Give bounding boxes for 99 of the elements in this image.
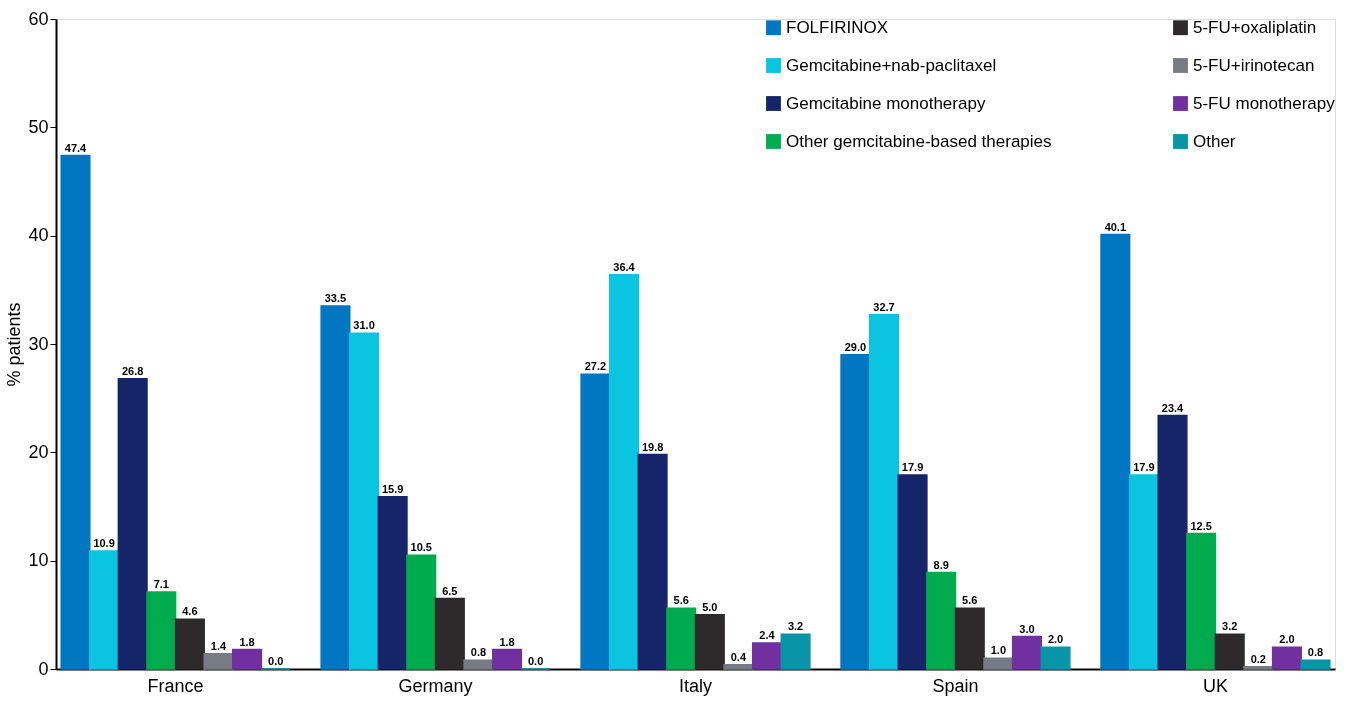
data-label: 47.4 bbox=[64, 141, 88, 154]
x-tick-label: Italy bbox=[678, 675, 713, 696]
data-label: 17.9 bbox=[901, 461, 924, 474]
bar bbox=[491, 648, 523, 670]
legend-label: Other gemcitabine-based therapies bbox=[786, 131, 1052, 151]
data-label: 32.7 bbox=[873, 300, 895, 313]
data-label: 1.8 bbox=[499, 635, 515, 648]
data-label: 3.0 bbox=[1019, 622, 1035, 635]
bar bbox=[637, 453, 668, 670]
bar bbox=[840, 354, 871, 670]
x-tick-label: Spain bbox=[932, 675, 979, 696]
data-label: 31.0 bbox=[353, 319, 375, 332]
legend-label: 5-FU+oxaliplatin bbox=[1193, 17, 1317, 37]
bar bbox=[897, 474, 928, 670]
bar bbox=[1128, 474, 1159, 670]
bar bbox=[1100, 233, 1131, 670]
data-label: 6.5 bbox=[442, 584, 458, 597]
bar bbox=[1300, 659, 1331, 670]
data-label: 0.0 bbox=[268, 655, 284, 667]
bar bbox=[1011, 635, 1042, 670]
bar bbox=[320, 305, 351, 670]
bar bbox=[926, 571, 957, 670]
bar bbox=[349, 332, 380, 670]
data-label: 10.9 bbox=[93, 536, 115, 549]
data-label: 26.8 bbox=[121, 364, 144, 377]
data-label: 1.8 bbox=[239, 635, 255, 648]
bar bbox=[174, 618, 205, 670]
data-label: 0.0 bbox=[527, 655, 544, 667]
bar bbox=[666, 607, 697, 670]
bar bbox=[117, 377, 148, 670]
bar bbox=[377, 496, 408, 670]
bar bbox=[780, 633, 811, 670]
data-label: 5.6 bbox=[673, 594, 689, 607]
x-tick-label: UK bbox=[1202, 675, 1228, 696]
bar bbox=[1157, 414, 1188, 670]
bar bbox=[954, 607, 985, 670]
legend-label: FOLFIRINOX bbox=[786, 17, 889, 37]
bar bbox=[1271, 646, 1302, 670]
bar bbox=[232, 648, 263, 670]
bar bbox=[434, 597, 465, 670]
data-label: 15.9 bbox=[381, 482, 404, 495]
data-label: 23.4 bbox=[1161, 401, 1185, 414]
bar bbox=[1243, 666, 1274, 670]
data-label: 8.9 bbox=[933, 558, 949, 571]
bar bbox=[146, 591, 177, 670]
data-label: 4.6 bbox=[182, 605, 198, 618]
bar bbox=[868, 314, 900, 670]
data-label: 27.2 bbox=[584, 360, 607, 373]
data-label: 33.5 bbox=[324, 292, 347, 305]
data-label: 5.6 bbox=[962, 594, 978, 607]
bar bbox=[608, 273, 640, 670]
data-label: 5.0 bbox=[702, 600, 718, 613]
y-tick-label: 60 bbox=[28, 8, 49, 29]
y-tick-label: 0 bbox=[38, 658, 49, 679]
data-label: 17.9 bbox=[1133, 461, 1155, 474]
data-label: 29.0 bbox=[844, 340, 867, 353]
data-label: 7.1 bbox=[153, 578, 169, 591]
bar bbox=[723, 663, 754, 670]
data-label: 0.4 bbox=[730, 650, 747, 663]
data-label: 2.0 bbox=[1047, 633, 1064, 646]
legend-label: Gemcitabine monotherapy bbox=[786, 93, 986, 113]
bar bbox=[406, 554, 437, 670]
bar bbox=[1214, 633, 1245, 670]
bar bbox=[751, 642, 783, 670]
data-label: 0.8 bbox=[1307, 646, 1324, 659]
bar bbox=[89, 550, 120, 670]
bar bbox=[983, 657, 1014, 670]
y-tick-label: 10 bbox=[28, 550, 49, 571]
y-axis-title: % patients bbox=[4, 302, 25, 387]
bar bbox=[1186, 532, 1217, 670]
data-label: 2.0 bbox=[1279, 633, 1295, 646]
bar bbox=[1040, 646, 1071, 670]
data-label: 1.0 bbox=[990, 644, 1006, 657]
bar bbox=[694, 614, 725, 670]
x-tick-label: Germany bbox=[398, 675, 473, 696]
legend-label: Gemcitabine+nab-paclitaxel bbox=[786, 55, 997, 75]
legend-label: Other bbox=[1193, 131, 1236, 151]
y-tick-label: 40 bbox=[28, 225, 49, 246]
data-label: 40.1 bbox=[1104, 220, 1127, 233]
data-label: 3.2 bbox=[787, 620, 804, 633]
data-label: 36.4 bbox=[613, 260, 636, 273]
data-label: 19.8 bbox=[641, 440, 664, 453]
legend-label: 5-FU monotherapy bbox=[1193, 93, 1336, 113]
bar bbox=[203, 653, 234, 670]
bar bbox=[60, 154, 91, 670]
legend-label: 5-FU+irinotecan bbox=[1193, 55, 1315, 75]
data-label: 2.4 bbox=[759, 629, 776, 641]
data-label: 0.8 bbox=[470, 646, 487, 659]
y-tick-label: 20 bbox=[28, 441, 49, 462]
data-label: 0.2 bbox=[1250, 652, 1266, 665]
y-tick-label: 50 bbox=[28, 116, 49, 137]
data-label: 10.5 bbox=[410, 541, 432, 554]
y-tick-label: 30 bbox=[28, 333, 49, 354]
bar bbox=[463, 659, 494, 670]
x-tick-label: France bbox=[147, 675, 204, 696]
data-label: 12.5 bbox=[1190, 519, 1212, 532]
bar bbox=[580, 373, 611, 670]
data-label: 1.4 bbox=[210, 639, 227, 652]
data-label: 3.2 bbox=[1222, 620, 1238, 633]
